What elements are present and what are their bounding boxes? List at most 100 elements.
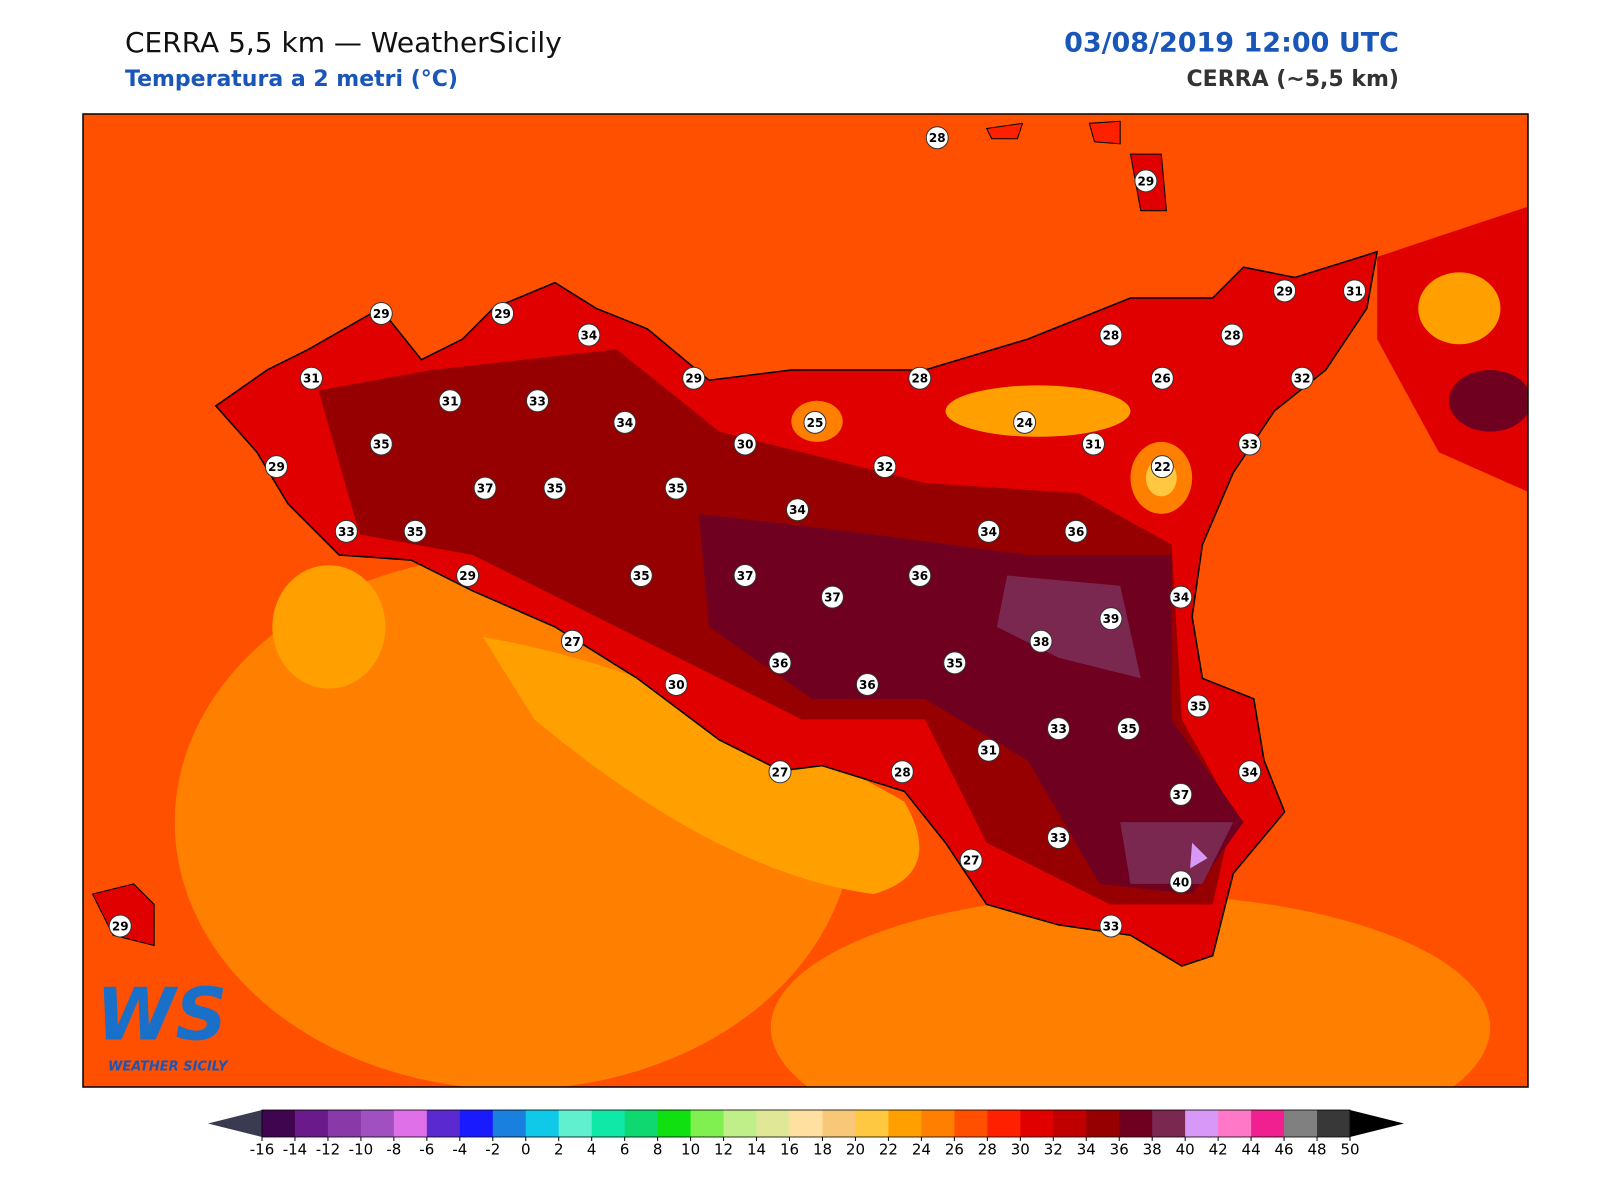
station-marker — [1273, 279, 1297, 303]
station: 31 — [977, 738, 1001, 762]
colorbar-tick-label: 28 — [978, 1141, 997, 1159]
station-value: 33 — [1241, 437, 1258, 451]
colorbar-tick-label: -16 — [250, 1141, 275, 1159]
station-value: 34 — [1241, 765, 1258, 779]
station: 27 — [959, 848, 983, 872]
station: 34 — [613, 410, 637, 434]
station: 35 — [629, 564, 653, 588]
station-value: 29 — [1138, 174, 1155, 188]
colorbar-segment — [459, 1110, 494, 1137]
station-marker — [491, 301, 515, 325]
station: 24 — [1013, 410, 1037, 434]
colorbar-segment — [624, 1110, 659, 1137]
colorbar-tick-label: 0 — [521, 1141, 531, 1159]
station: 36 — [1064, 519, 1088, 543]
station-marker — [785, 498, 809, 522]
station-marker — [629, 564, 653, 588]
station-value: 34 — [1172, 591, 1189, 605]
colorbar-segment — [360, 1110, 395, 1137]
station: 33 — [334, 519, 358, 543]
colorbar-tick-label: 26 — [945, 1141, 964, 1159]
station-value: 39 — [1103, 612, 1120, 626]
station-marker — [1169, 782, 1193, 806]
station-value: 25 — [807, 416, 824, 430]
colorbar-tick-label: 4 — [587, 1141, 597, 1159]
station-value: 40 — [1172, 875, 1189, 889]
station-marker — [943, 651, 967, 675]
station: 27 — [768, 760, 792, 784]
colorbar-segment — [1053, 1110, 1087, 1137]
station-marker — [1099, 323, 1123, 347]
station-value: 31 — [303, 372, 320, 386]
station-marker — [959, 848, 983, 872]
station-value: 30 — [668, 678, 685, 692]
map-frame — [82, 113, 1529, 1088]
station: 26 — [1150, 366, 1174, 390]
colorbar-tick-label: 34 — [1077, 1141, 1096, 1159]
station-marker — [473, 476, 497, 500]
station-value: 37 — [737, 569, 754, 583]
station: 40 — [1169, 870, 1193, 894]
logo-mark: WS — [96, 973, 227, 1057]
model-label: CERRA (~5,5 km) — [1187, 67, 1399, 92]
station-value: 29 — [685, 372, 702, 386]
station: 32 — [873, 455, 897, 479]
station-marker — [1186, 694, 1210, 718]
station-marker — [925, 126, 949, 150]
station-value: 28 — [1224, 329, 1241, 343]
station-value: 34 — [789, 503, 806, 517]
colorbar-segment — [921, 1110, 955, 1137]
station-marker — [1029, 629, 1053, 653]
colorbar-segment — [888, 1110, 922, 1137]
station: 33 — [525, 389, 549, 413]
station-value: 29 — [268, 460, 285, 474]
colorbar-segment — [1251, 1110, 1285, 1137]
colorbar-tick-label: 2 — [554, 1141, 564, 1159]
station: 35 — [1116, 717, 1140, 741]
station: 35 — [369, 432, 393, 456]
colorbar-segment — [855, 1110, 889, 1137]
station-value: 29 — [1276, 284, 1293, 298]
station-value: 33 — [1050, 722, 1067, 736]
colorbar-tick-label: -6 — [419, 1141, 434, 1159]
station: 34 — [785, 498, 809, 522]
station: 30 — [733, 432, 757, 456]
station-marker — [855, 672, 879, 696]
station-marker — [1150, 366, 1174, 390]
station-marker — [1047, 826, 1071, 850]
station: 37 — [1169, 782, 1193, 806]
station: 36 — [768, 651, 792, 675]
station-marker — [1238, 760, 1262, 784]
colorbar-segment — [393, 1110, 428, 1137]
colorbar-tick-label: 40 — [1176, 1141, 1195, 1159]
stations: 28 29 29 29 34 31 31 33 29 28 28 28 29 31 26 32 35 29 34 30… — [108, 126, 1367, 938]
station-marker — [768, 760, 792, 784]
station-marker — [1081, 432, 1105, 456]
station-marker — [264, 455, 288, 479]
station-value: 37 — [477, 482, 494, 496]
station: 31 — [1081, 432, 1105, 456]
colorbar-tick-label: 14 — [747, 1141, 766, 1159]
datetime: 03/08/2019 12:00 UTC — [1064, 28, 1399, 59]
station-marker — [334, 519, 358, 543]
colorbar-tick-label: 22 — [879, 1141, 898, 1159]
colorbar-segment — [657, 1110, 692, 1137]
station-value: 28 — [1103, 329, 1120, 343]
station-marker — [664, 476, 688, 500]
station-value: 29 — [112, 919, 129, 933]
station-marker — [768, 651, 792, 675]
station-value: 28 — [911, 372, 928, 386]
station-marker — [299, 366, 323, 390]
station-marker — [908, 564, 932, 588]
station-marker — [1064, 519, 1088, 543]
station: 34 — [1238, 760, 1262, 784]
colorbar-segment — [1185, 1110, 1219, 1137]
station-value: 36 — [859, 678, 876, 692]
station-value: 27 — [963, 854, 980, 868]
station: 35 — [1186, 694, 1210, 718]
station-value: 37 — [824, 591, 841, 605]
station-marker — [733, 564, 757, 588]
station-value: 24 — [1016, 416, 1033, 430]
station: 33 — [1099, 914, 1123, 938]
